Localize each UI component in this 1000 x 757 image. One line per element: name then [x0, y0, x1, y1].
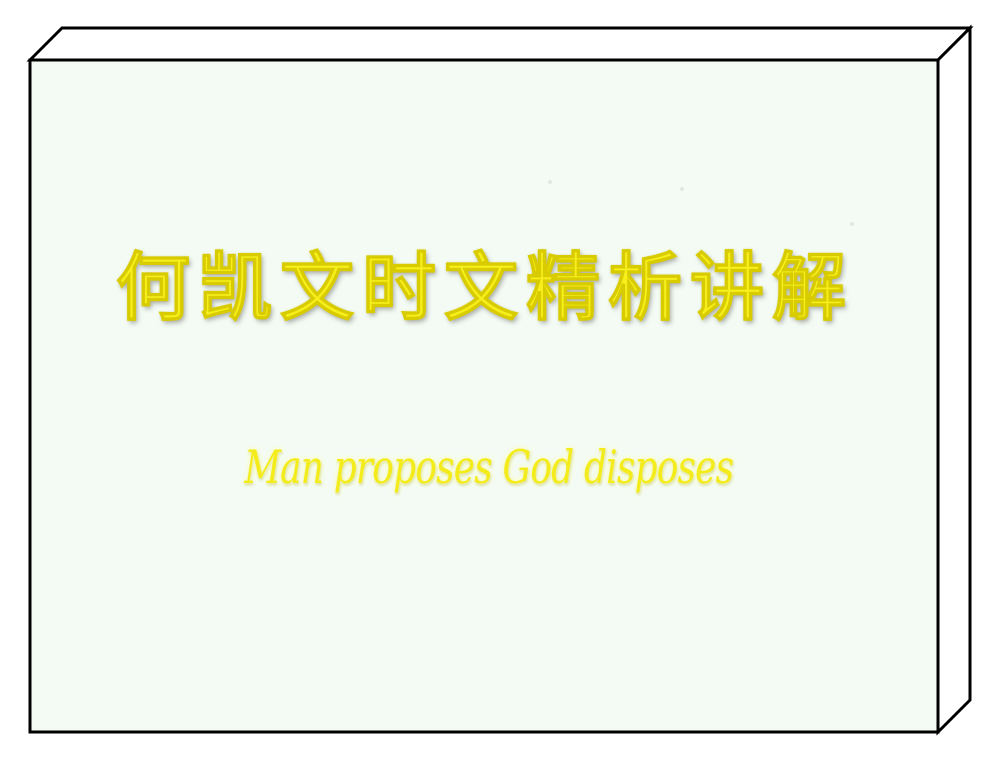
box-right-face	[936, 24, 972, 736]
decorative-speck	[548, 180, 552, 184]
slide-title: 何凯文时文精析讲解	[116, 245, 854, 332]
decorative-speck	[680, 187, 684, 191]
box-top-face	[26, 26, 974, 62]
decorative-speck	[850, 222, 854, 226]
slide-subtitle: Man proposes God disposes	[244, 440, 734, 494]
box-front-face	[28, 58, 940, 734]
